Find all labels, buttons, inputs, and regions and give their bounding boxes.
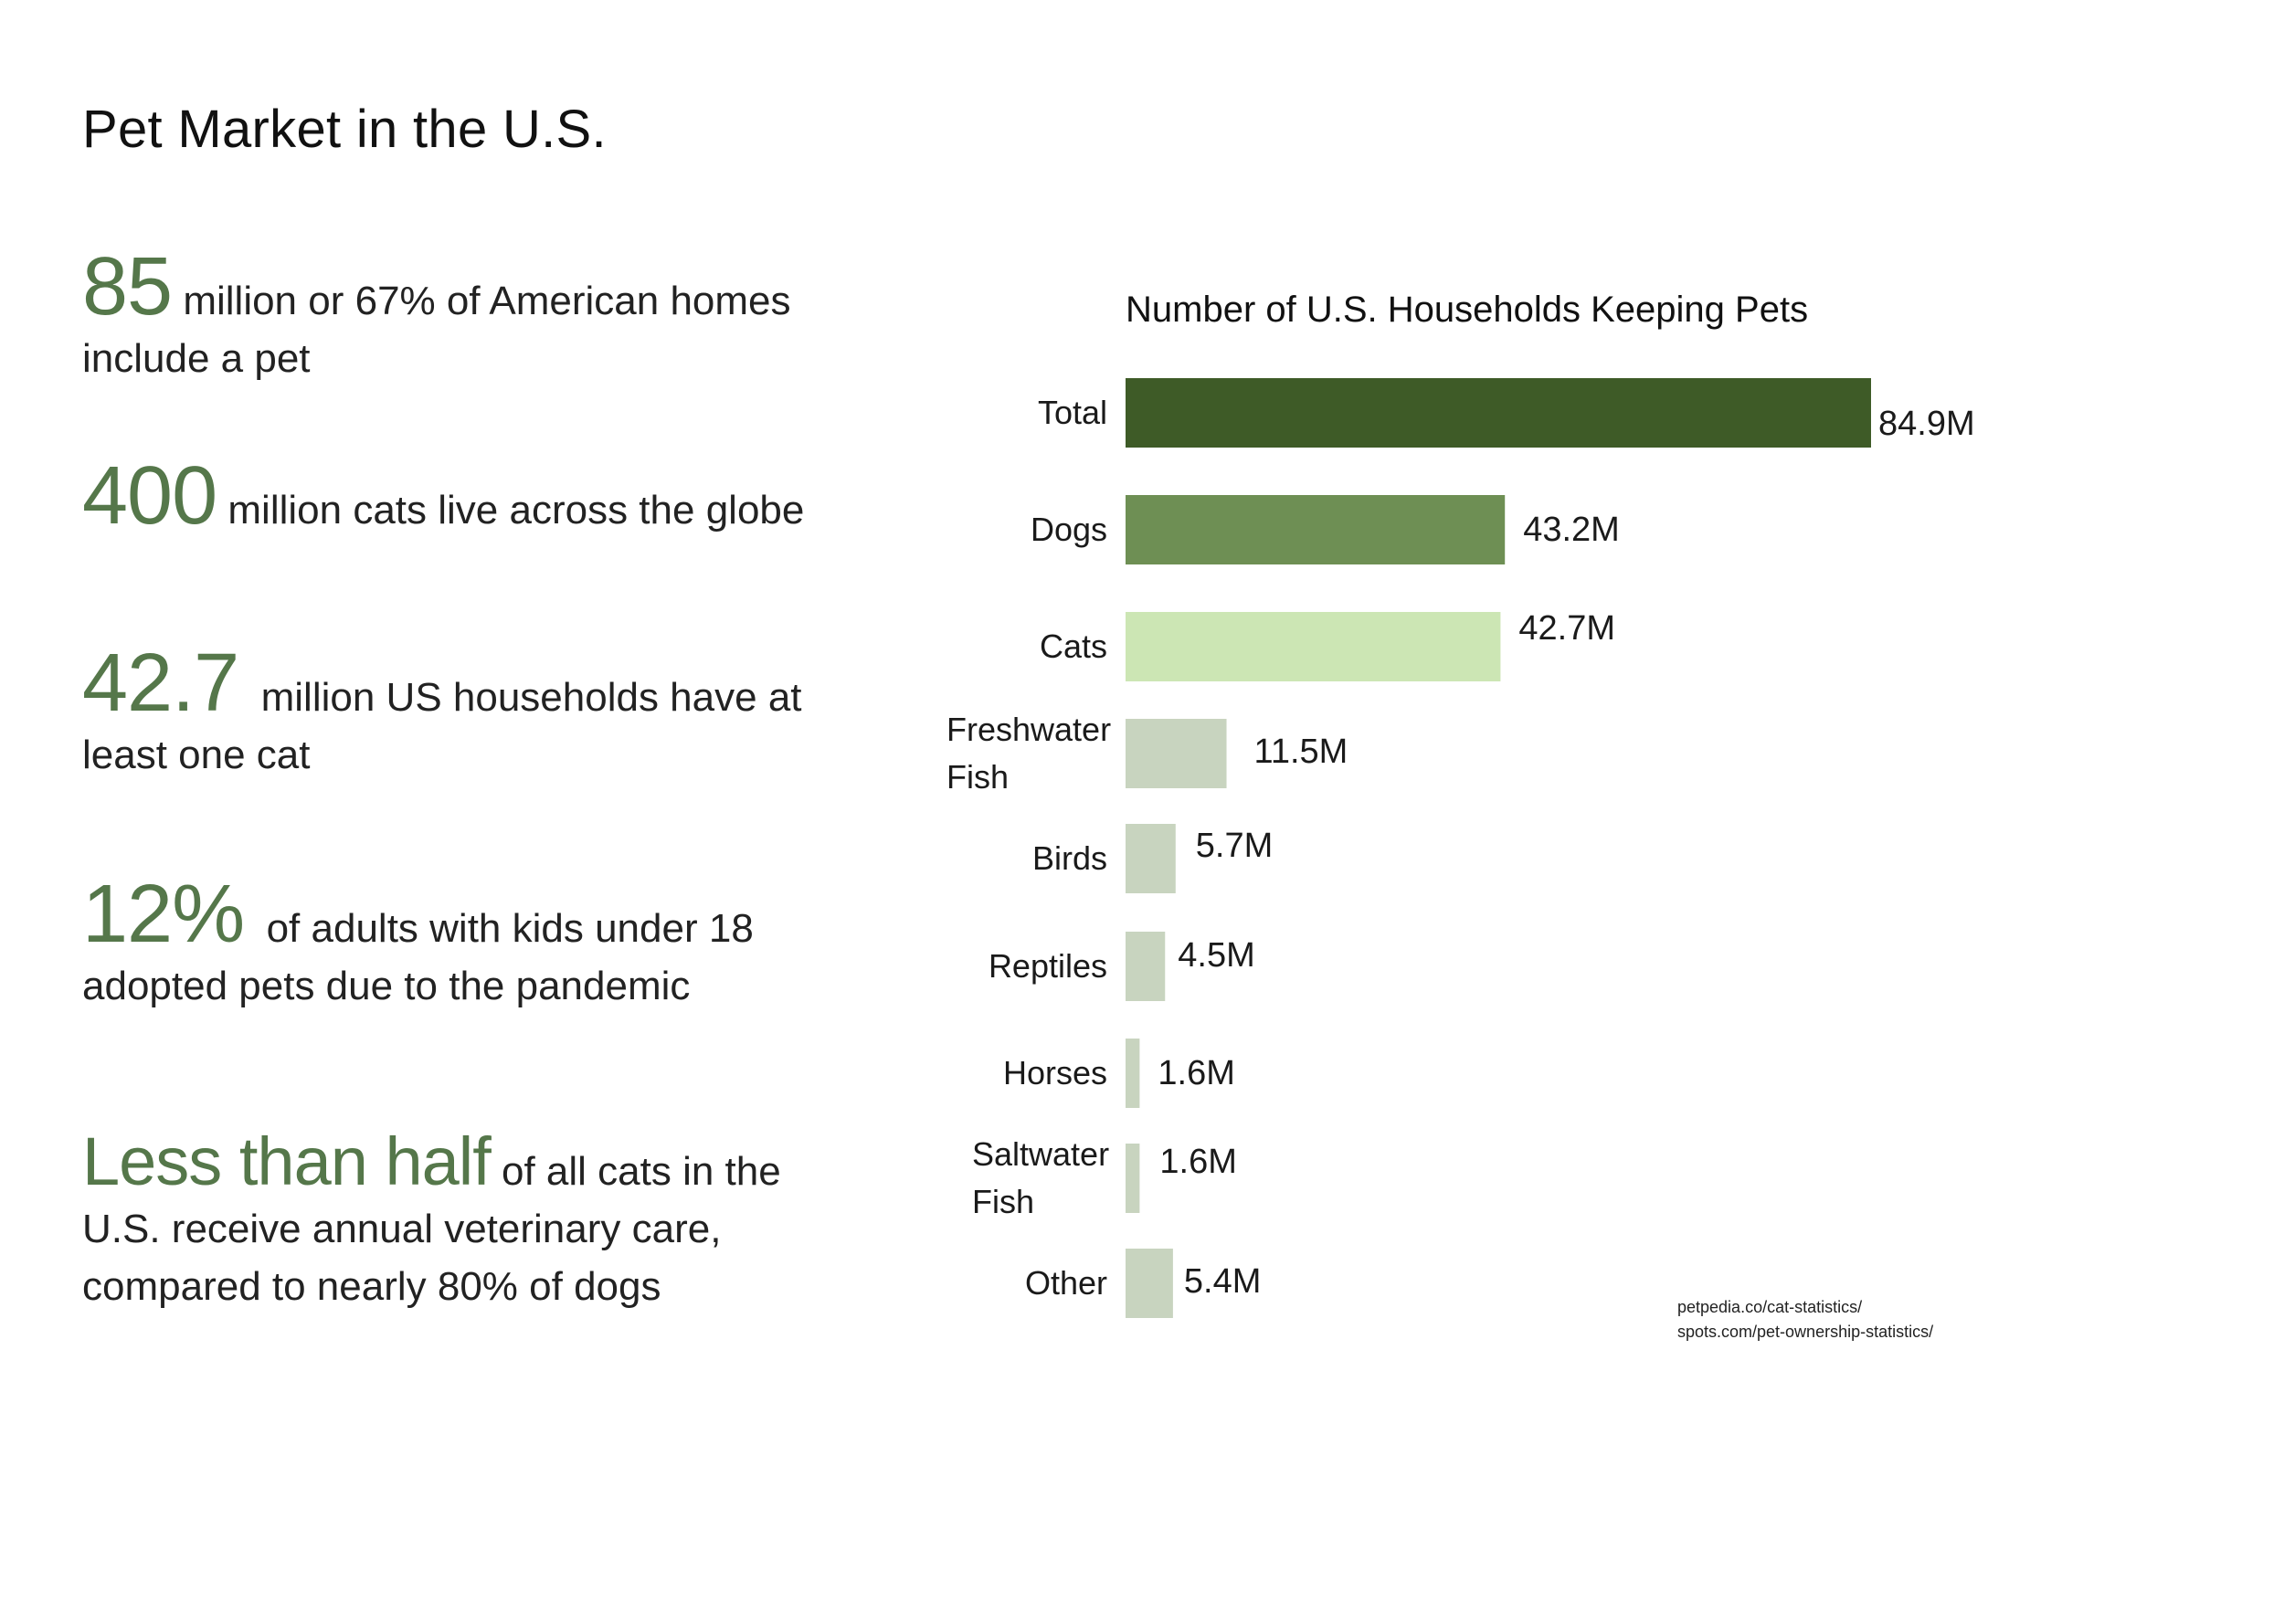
stat-text: of all cats in the U.S. receive annual v… — [82, 1149, 781, 1309]
stat-big-number: 400 — [82, 450, 217, 542]
stat-pandemic-adoption: 12% of adults with kids under 18 adopted… — [82, 873, 831, 1015]
stat-households-with-pet: 85 million or 67% of American homes incl… — [82, 246, 904, 387]
category-label: Reptiles — [989, 947, 1107, 985]
stat-text: million or 67% of American homes include… — [82, 279, 791, 381]
bar-birds — [1126, 824, 1176, 893]
bar-freshwater-fish — [1126, 719, 1227, 788]
stat-cat-households: 42.7 million US households have at least… — [82, 642, 831, 784]
households-bar-chart: Number of U.S. Households Keeping Pets To… — [914, 265, 2101, 1361]
bar-saltwater-fish — [1126, 1144, 1140, 1213]
bar-total — [1126, 378, 1871, 448]
bar-reptiles — [1126, 932, 1166, 1001]
page-title: Pet Market in the U.S. — [82, 100, 607, 159]
value-label: 11.5M — [1254, 733, 1348, 771]
stat-big-number: Less than half — [82, 1123, 492, 1199]
stat-big-number: 42.7 — [82, 638, 239, 729]
sources: petpedia.co/cat-statistics/ spots.com/pe… — [1677, 1295, 1933, 1345]
value-label: 5.4M — [1184, 1262, 1261, 1301]
value-label: 42.7M — [1518, 609, 1615, 648]
value-label: 5.7M — [1196, 827, 1273, 865]
category-label: Saltwater Fish — [972, 1135, 1109, 1220]
bar-cats — [1126, 612, 1501, 681]
value-label: 1.6M — [1159, 1143, 1236, 1181]
category-label: Other — [1025, 1264, 1107, 1302]
stat-text: million cats live across the globe — [217, 488, 805, 533]
bar-horses — [1126, 1039, 1140, 1108]
category-label: Dogs — [1031, 511, 1107, 548]
category-label: Horses — [1003, 1054, 1107, 1091]
stat-cats-globe: 400 million cats live across the globe — [82, 455, 904, 539]
bar-dogs — [1126, 495, 1506, 564]
stat-big-number: 85 — [82, 241, 173, 332]
value-label: 1.6M — [1158, 1054, 1234, 1092]
value-label: 84.9M — [1878, 405, 1975, 443]
stat-text: million US households have at least one … — [82, 675, 813, 777]
value-label: 4.5M — [1178, 936, 1254, 975]
category-label: Cats — [1040, 627, 1107, 665]
chart-title: Number of U.S. Households Keeping Pets — [1126, 290, 1808, 330]
stat-vet-care: Less than half of all cats in the U.S. r… — [82, 1128, 850, 1315]
source-link[interactable]: spots.com/pet-ownership-statistics/ — [1677, 1323, 1934, 1341]
stat-text: of adults with kids under 18 adopted pet… — [82, 906, 766, 1008]
source-link[interactable]: petpedia.co/cat-statistics/ — [1677, 1298, 1863, 1316]
category-label: Birds — [1032, 839, 1107, 877]
bar-other — [1126, 1249, 1173, 1318]
category-label: Total — [1038, 394, 1107, 431]
chart-svg: Number of U.S. Households Keeping Pets To… — [946, 290, 1975, 1318]
stat-big-number: 12% — [82, 869, 245, 960]
category-label: Freshwater Fish — [946, 711, 1111, 796]
value-label: 43.2M — [1523, 511, 1620, 549]
